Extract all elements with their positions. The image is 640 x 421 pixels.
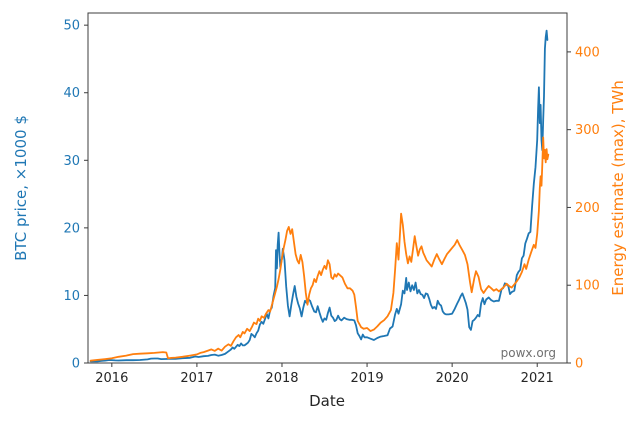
left-tick-label: 10 [63, 289, 80, 304]
series-line-energy-estimate-max- [89, 136, 550, 362]
right-tick-label: 100 [575, 279, 600, 294]
left-axis-label: BTC price, ×1000 $ [12, 115, 30, 261]
right-tick-label: 200 [575, 201, 600, 216]
right-tick-label: 400 [575, 45, 600, 60]
left-tick-label: 20 [63, 221, 80, 236]
x-tick-label: 2020 [436, 371, 469, 386]
axes-frame [87, 12, 568, 364]
x-tick-label: 2016 [95, 371, 128, 386]
right-tick-label: 300 [575, 123, 600, 138]
left-tick-label: 40 [63, 86, 80, 101]
left-tick-label: 0 [72, 357, 80, 372]
x-tick-label: 2021 [521, 371, 554, 386]
x-tick-label: 2019 [351, 371, 384, 386]
x-tick-label: 2017 [180, 371, 213, 386]
watermark: powx.org [500, 346, 556, 360]
left-tick-label: 50 [63, 19, 80, 34]
left-tick-label: 30 [63, 154, 80, 169]
right-axis-label: Energy estimate (max), TWh [609, 80, 627, 296]
series-line-btc-price [89, 29, 549, 363]
right-tick-label: 0 [575, 357, 583, 372]
x-tick-label: 2018 [265, 371, 298, 386]
x-axis-label: Date [309, 392, 345, 410]
